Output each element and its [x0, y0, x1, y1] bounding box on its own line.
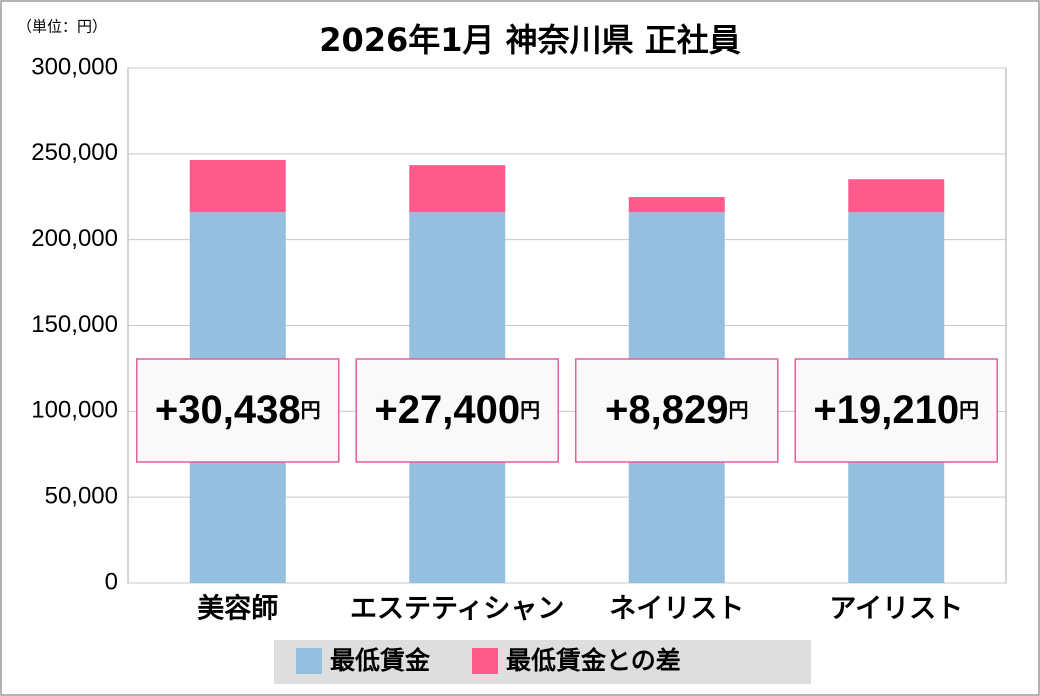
bar-segment: [189, 159, 286, 213]
bar-segment: [628, 197, 725, 213]
x-tick-label: アイリスト: [829, 594, 963, 625]
legend-box: [274, 640, 811, 684]
legend-label: 最低賃金との差: [506, 646, 681, 675]
bar-segment: [848, 179, 945, 213]
x-tick-label: ネイリスト: [609, 594, 744, 625]
y-tick-label: 250,000: [31, 139, 118, 166]
y-tick-label: 50,000: [45, 483, 118, 510]
legend-label: 最低賃金: [330, 646, 431, 675]
x-tick-label: エステティシャン: [350, 594, 564, 625]
value-label: +30,438円: [155, 388, 321, 432]
value-label-box: [575, 358, 779, 463]
bar-segment: [409, 165, 506, 213]
y-tick-label: 0: [105, 568, 118, 595]
y-tick-label: 300,000: [31, 53, 118, 80]
y-tick-label: 200,000: [31, 225, 118, 252]
legend-swatch: [296, 648, 322, 674]
value-label-box: [355, 358, 559, 463]
y-tick-label: 100,000: [31, 397, 118, 424]
value-label: +8,829円: [605, 388, 748, 432]
x-tick-label: 美容師: [197, 593, 278, 625]
value-label-box: [136, 358, 340, 463]
y-tick-label: 150,000: [31, 311, 118, 338]
chart-title: 2026年1月 神奈川県 正社員: [319, 21, 741, 59]
legend-swatch: [472, 648, 499, 674]
value-label: +19,210円: [813, 388, 979, 432]
unit-label: （単位：円）: [17, 18, 107, 36]
value-label-box: [794, 358, 998, 463]
value-label: +27,400円: [374, 388, 540, 432]
